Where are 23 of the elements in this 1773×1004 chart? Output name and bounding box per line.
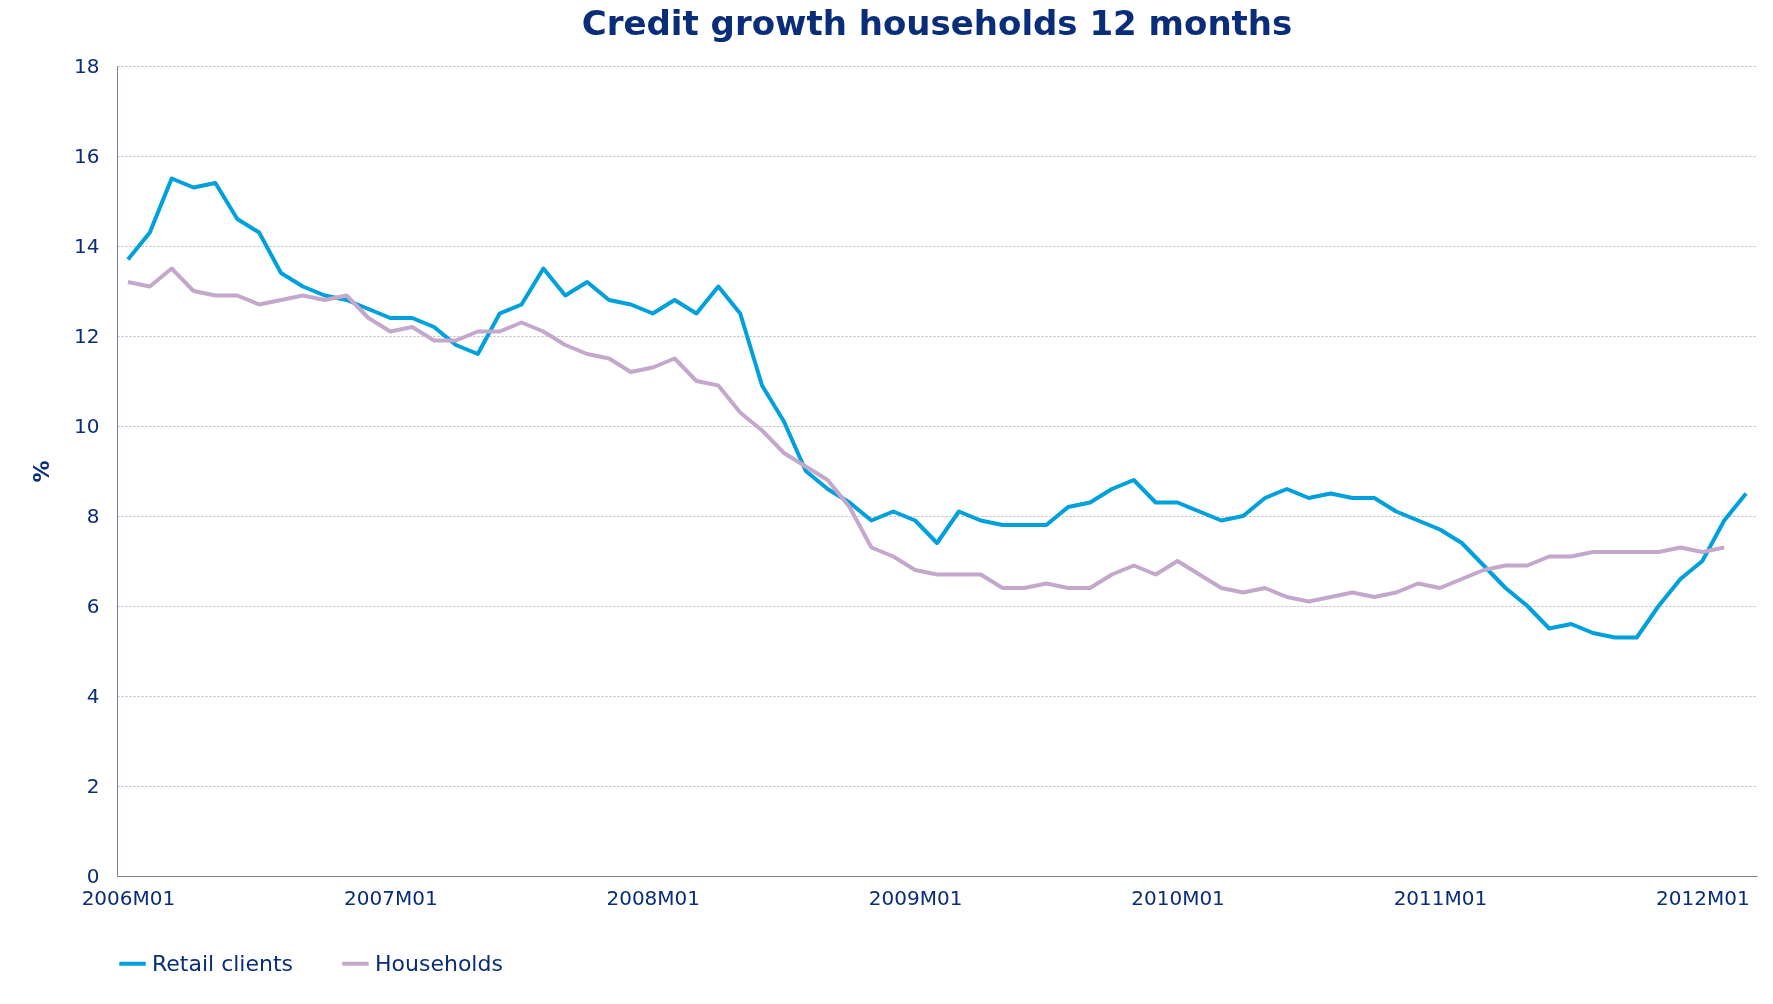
line-series <box>125 176 1749 640</box>
x-tick-label: 2007M01 <box>344 885 438 910</box>
y-tick-label: 8 <box>86 503 100 528</box>
y-tick-label: 2 <box>86 773 100 798</box>
y-tick-label: 4 <box>86 683 100 708</box>
legend-label: Households <box>375 950 503 976</box>
x-tick-label: 2008M01 <box>606 885 701 910</box>
x-tick-label: 2009M01 <box>868 885 963 910</box>
y-tick-label: 18 <box>74 53 100 78</box>
y-tick-label: 12 <box>74 323 100 348</box>
y-tick-label: 6 <box>86 593 100 618</box>
line-series <box>125 266 1727 604</box>
x-tick-label: 2012M01 <box>1656 885 1750 910</box>
x-tick-label: 2006M01 <box>81 885 176 910</box>
x-tick-label: 2010M01 <box>1131 885 1225 910</box>
chart-title: Credit growth households 12 months <box>581 3 1293 43</box>
y-tick-label: 14 <box>74 233 100 258</box>
y-tick-label: 16 <box>74 143 100 168</box>
legend-label: Retail clients <box>152 950 294 976</box>
y-axis-title: % <box>29 460 55 483</box>
y-tick-label: 0 <box>86 863 100 888</box>
x-tick-label: 2011M01 <box>1393 885 1488 910</box>
y-tick-label: 10 <box>74 413 100 438</box>
